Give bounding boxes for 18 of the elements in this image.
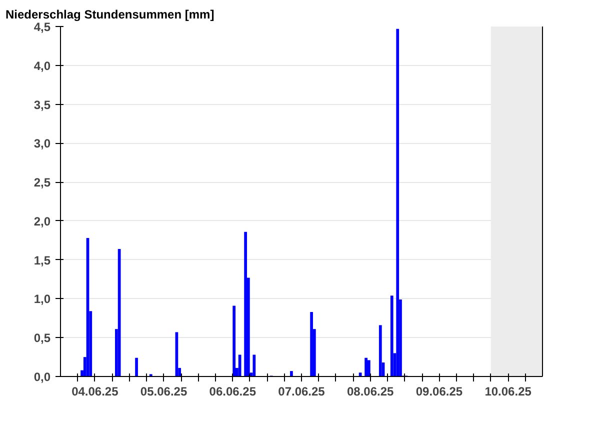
x-tick-label: 10.06.25 [484, 384, 532, 398]
y-tick-label: 2,0 [34, 214, 51, 228]
x-tick-label: 06.06.25 [209, 384, 256, 398]
y-tick-label: 3,5 [34, 98, 51, 112]
y-tick-label: 0,0 [34, 370, 51, 384]
x-tick-label: 09.06.25 [416, 384, 463, 398]
y-tick-label: 4,5 [34, 20, 51, 34]
y-tick-label: 1,5 [34, 253, 51, 268]
x-tick-label: 05.06.25 [140, 384, 188, 398]
x-tick-label: 04.06.25 [72, 384, 119, 398]
y-tick-label: 3,0 [34, 136, 51, 151]
x-tick-label: 07.06.25 [278, 384, 326, 398]
y-tick-label: 4,0 [34, 58, 51, 73]
y-tick-label: 0,5 [34, 331, 51, 346]
x-tick-label: 08.06.25 [347, 384, 394, 398]
y-tick-label: 2,5 [34, 176, 51, 190]
chart-title: Niederschlag Stundensummen [mm] [6, 8, 214, 22]
y-tick-label: 1,0 [34, 292, 51, 306]
